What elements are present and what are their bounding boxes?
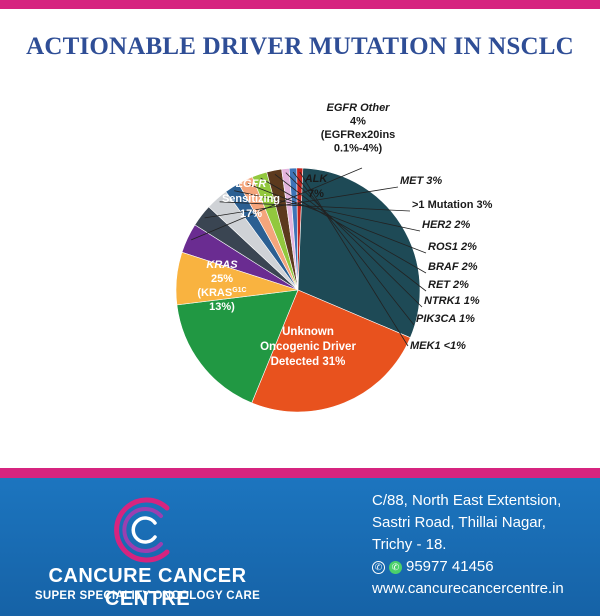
pie-label-line: HER2 2% [422,219,471,231]
leader-line-her2 [234,190,421,232]
pie-label-line: RET 2% [428,279,469,291]
leader-line-met [204,186,399,219]
pie-label-line: ROS1 2% [428,241,477,253]
pie-label-line: (EGFRex20ins [321,129,396,141]
brand-tagline: SUPER SPECIALITY ONCOLOGY CARE [34,590,261,602]
pie-slice-unknown [297,167,421,339]
pie-label-alk: ALK 7% [304,173,329,200]
pie-slice-kras [251,289,411,413]
cancure-logo-icon [114,497,170,563]
phone-icon: ✆ [372,560,385,574]
phone-line: ✆ ✆ 95977 41456 [372,556,564,578]
pie-label-egfr-sensitizing: EGFR Sensitizing 17% [222,178,280,220]
pie-label-line: 13%) [209,301,235,313]
pie-label-line: BRAF 2% [428,261,478,273]
pie-label-ros1: ROS1 2% [428,241,477,253]
leader-line-ros1 [246,183,427,254]
leader-line-gt1-mutation [219,201,411,212]
leader-line-ret [274,173,427,292]
address-line-3: Trichy - 18. [372,536,447,553]
pie-label-line: 4% [350,116,366,128]
pie-label-line: EGFR [236,178,267,190]
kras-superscript: G1C [232,287,246,294]
pie-label-line: Unknown [282,326,334,338]
pie-label-braf: BRAF 2% [428,261,478,273]
brand-name: CANCURE CANCER CENTRE [48,565,247,610]
pie-label-line: KRAS [206,259,238,271]
leader-line-ntrk1 [285,172,423,308]
pie-label-met: MET 3% [400,175,442,187]
pie-label-line: MEK1 <1% [410,340,466,352]
pie-slice-egfr-sensitizing [176,289,299,404]
page-title: ACTIONABLE DRIVER MUTATION IN NSCLC [26,33,574,60]
contact-block: C/88, North East Extentsion, Sastri Road… [372,490,564,600]
pie-label-ntrk1: NTRK1 1% [424,295,480,307]
pie-labels: EGFR Other 4% (EGFRex20ins 0.1%-4%) MET 3% >1… [197,102,492,368]
pie-label-egfr-other: EGFR Other 4% (EGFRex20ins 0.1%-4%) [321,102,396,155]
leader-line-mek1 [299,171,409,347]
pie-label-line: MET 3% [400,175,442,187]
footer-accent-band [0,468,600,478]
address-line-1: C/88, North East Extentsion, [372,492,562,509]
pie-label-line: ALK [304,173,329,185]
pie-label-gt1-mutation: >1 Mutation 3% [412,199,493,211]
pie-label-line: Oncogenic Driver [260,341,356,353]
pie-label-line: EGFR Other [327,102,391,114]
driver-mutation-pie-chart: EGFR Other 4% (EGFRex20ins 0.1%-4%) MET 3% >1… [175,102,493,413]
top-accent-bar [0,0,600,9]
pie-leader-lines [191,167,427,347]
leader-line-egfr-other [191,167,363,241]
pie-label-line: PIK3CA 1% [416,313,475,325]
pie-label-line: 0.1%-4%) [334,143,383,155]
whatsapp-icon: ✆ [389,560,402,574]
pie-label-ret: RET 2% [428,279,469,291]
pie-label-line: Detected 31% [271,356,346,368]
leader-line-braf [260,177,427,274]
pie-label-line: NTRK1 1% [424,295,480,307]
pie-label-her2: HER2 2% [422,219,471,231]
pie-label-line: 7% [308,188,324,200]
pie-slices [175,167,421,413]
pie-label-unknown: Unknown Oncogenic Driver Detected 31% [260,326,356,368]
footer: CANCURE CANCER CENTRE SUPER SPECIALITY O… [0,478,600,616]
website-link[interactable]: www.cancurecancercentre.in [372,580,564,597]
pie-label-line: 25% [211,273,233,285]
pie-label-kras: KRAS 25% (KRASG1C 13%) [197,259,246,313]
pie-slice-alk [175,251,299,306]
pie-label-line: 17% [240,208,262,220]
pie-label-pik3ca: PIK3CA 1% [416,313,475,325]
phone-number[interactable]: 95977 41456 [406,558,494,575]
pie-label-mek1: MEK1 <1% [410,340,466,352]
pie-label-line: >1 Mutation 3% [412,199,493,211]
pie-label-line: (KRAS [197,287,232,299]
leader-line-pik3ca [292,171,415,326]
address-line-2: Sastri Road, Thillai Nagar, [372,514,546,531]
pie-label-line: Sensitizing [222,193,280,205]
